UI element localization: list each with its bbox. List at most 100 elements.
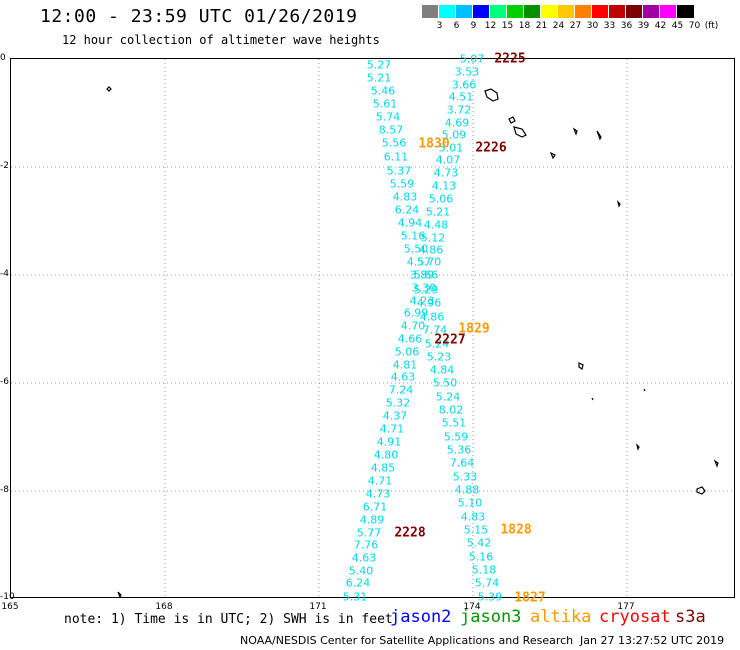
note-text: note: 1) Time is in UTC; 2) SWH is in fe… — [64, 612, 393, 627]
map-grid — [11, 59, 734, 597]
color-scale-swatch — [609, 5, 626, 18]
wave-height-value: 4.86 — [419, 310, 445, 324]
wave-height-value: 3.53 — [454, 65, 480, 79]
wave-height-value: 5.74 — [474, 576, 500, 590]
wave-height-value: 4.13 — [431, 179, 457, 193]
color-scale-swatch — [439, 5, 456, 18]
wave-height-value: 4.07 — [435, 153, 461, 167]
color-scale-label: 3 — [436, 21, 443, 31]
satellite-jason3: jason3 — [460, 607, 522, 627]
wave-height-value: 5.56 — [381, 136, 407, 150]
color-scale-label: 6 — [453, 21, 460, 31]
color-scale-label: 36 — [620, 21, 633, 31]
wave-height-value: 5.15 — [463, 523, 489, 537]
wave-height-value: 4.69 — [444, 116, 470, 130]
wave-height-value: 5.40 — [348, 564, 374, 578]
wave-height-value: 4.86 — [418, 243, 444, 257]
island-10 — [591, 397, 594, 401]
wave-height-value: 5.21 — [425, 205, 451, 219]
island-11 — [643, 388, 646, 392]
x-tick-label: 174 — [463, 602, 481, 612]
wave-height-value: 5.50 — [403, 242, 429, 256]
wave-height-value: 4.80 — [373, 448, 399, 462]
wave-height-value: 5.61 — [372, 97, 398, 111]
wave-height-value: 4.37 — [382, 409, 408, 423]
wave-height-value: 6.99 — [403, 306, 429, 320]
wave-height-value: 3.72 — [446, 103, 472, 117]
color-scale-label: 39 — [637, 21, 650, 31]
color-scale-swatch — [507, 5, 524, 18]
color-scale-label: 18 — [518, 21, 531, 31]
satellite-jason2: jason2 — [390, 607, 452, 627]
color-scale-swatch — [490, 5, 507, 18]
y-tick-label: -10 — [0, 592, 15, 602]
color-scale-label: 33 — [603, 21, 616, 31]
x-tick-label: 171 — [309, 602, 327, 612]
wave-height-value: 8.57 — [378, 123, 404, 137]
pass-time-label: 1829 — [458, 321, 490, 337]
wave-height-value: 4.91 — [376, 435, 402, 449]
color-scale-label: 30 — [586, 21, 599, 31]
color-scale-swatch — [592, 5, 609, 18]
wave-height-value: 5.39 — [477, 590, 503, 604]
wave-height-value: 4.66 — [397, 332, 423, 346]
wave-height-value: 4.94 — [397, 216, 423, 230]
color-scale-label: 27 — [569, 21, 582, 31]
wave-height-value: 4.63 — [351, 551, 377, 565]
y-tick-label: -2 — [0, 161, 9, 171]
island-7 — [549, 151, 556, 160]
color-scale-swatch — [524, 5, 541, 18]
pass-time-label: 1828 — [500, 522, 532, 538]
wave-height-value: 4.88 — [454, 483, 480, 497]
island-5 — [572, 127, 578, 136]
wave-height-value: 5.36 — [446, 443, 472, 457]
wave-height-value: 5.16 — [400, 229, 426, 243]
color-scale-swatch — [473, 5, 490, 18]
wave-height-value: 5.42 — [466, 536, 492, 550]
wave-height-value: 5.16 — [468, 550, 494, 564]
generated-timestamp: Jan 27 13:27:52 UTC 2019 — [580, 634, 725, 647]
wave-height-value: 5.33 — [452, 470, 478, 484]
wave-height-value: 4.84 — [429, 363, 455, 377]
wave-height-value: 5.77 — [356, 526, 382, 540]
color-scale-label: 12 — [484, 21, 497, 31]
wave-height-value: 7.74 — [422, 323, 448, 337]
island-13 — [713, 459, 719, 468]
wave-height-value: 4.85 — [370, 461, 396, 475]
wave-height-value: 6.11 — [383, 150, 409, 164]
pass-time-label: 2227 — [434, 332, 466, 348]
wave-height-value: 3.66 — [451, 78, 477, 92]
color-scale-swatch — [541, 5, 558, 18]
color-scale-swatch — [626, 5, 643, 18]
wave-height-value: 4.57 — [406, 255, 432, 269]
wave-height-value: 5.50 — [432, 376, 458, 390]
color-scale-label: 21 — [535, 21, 548, 31]
color-scale-label: 9 — [470, 21, 477, 31]
wave-height-value: 5.06 — [428, 192, 454, 206]
wave-height-value: 5.59 — [389, 177, 415, 191]
wave-height-value: 4.70 — [400, 319, 426, 333]
pass-time-label: 2225 — [494, 51, 526, 67]
wave-height-value: 4.51 — [448, 90, 474, 104]
wave-height-value: 4.89 — [359, 513, 385, 527]
wave-height-value: 5.59 — [443, 430, 469, 444]
pass-time-label: 2228 — [394, 525, 426, 541]
island-14 — [696, 486, 706, 495]
wave-height-value: 5.23 — [426, 350, 452, 364]
island-2 — [484, 88, 499, 102]
wave-height-value: 4.73 — [433, 166, 459, 180]
color-scale-labels: 3 6 9 12 15 18 21 24 27 30 33 36 39 42 45 70 (ft) — [422, 21, 720, 31]
wave-height-value: 3.30 — [411, 281, 437, 295]
wave-height-value: 7.24 — [388, 383, 414, 397]
wave-height-value: 7.76 — [353, 538, 379, 552]
island-1 — [106, 86, 112, 92]
wave-height-value: 4.83 — [460, 510, 486, 524]
wave-height-value: 5.21 — [366, 71, 392, 85]
map-title: 12:00 - 23:59 UTC 01/26/2019 — [40, 6, 358, 27]
color-scale-swatches — [422, 5, 720, 18]
wave-height-value: 5.46 — [370, 84, 396, 98]
wave-height-value: 3.89 — [409, 268, 435, 282]
wave-height-value: 5.24 — [435, 390, 461, 404]
color-scale-label: 24 — [552, 21, 565, 31]
